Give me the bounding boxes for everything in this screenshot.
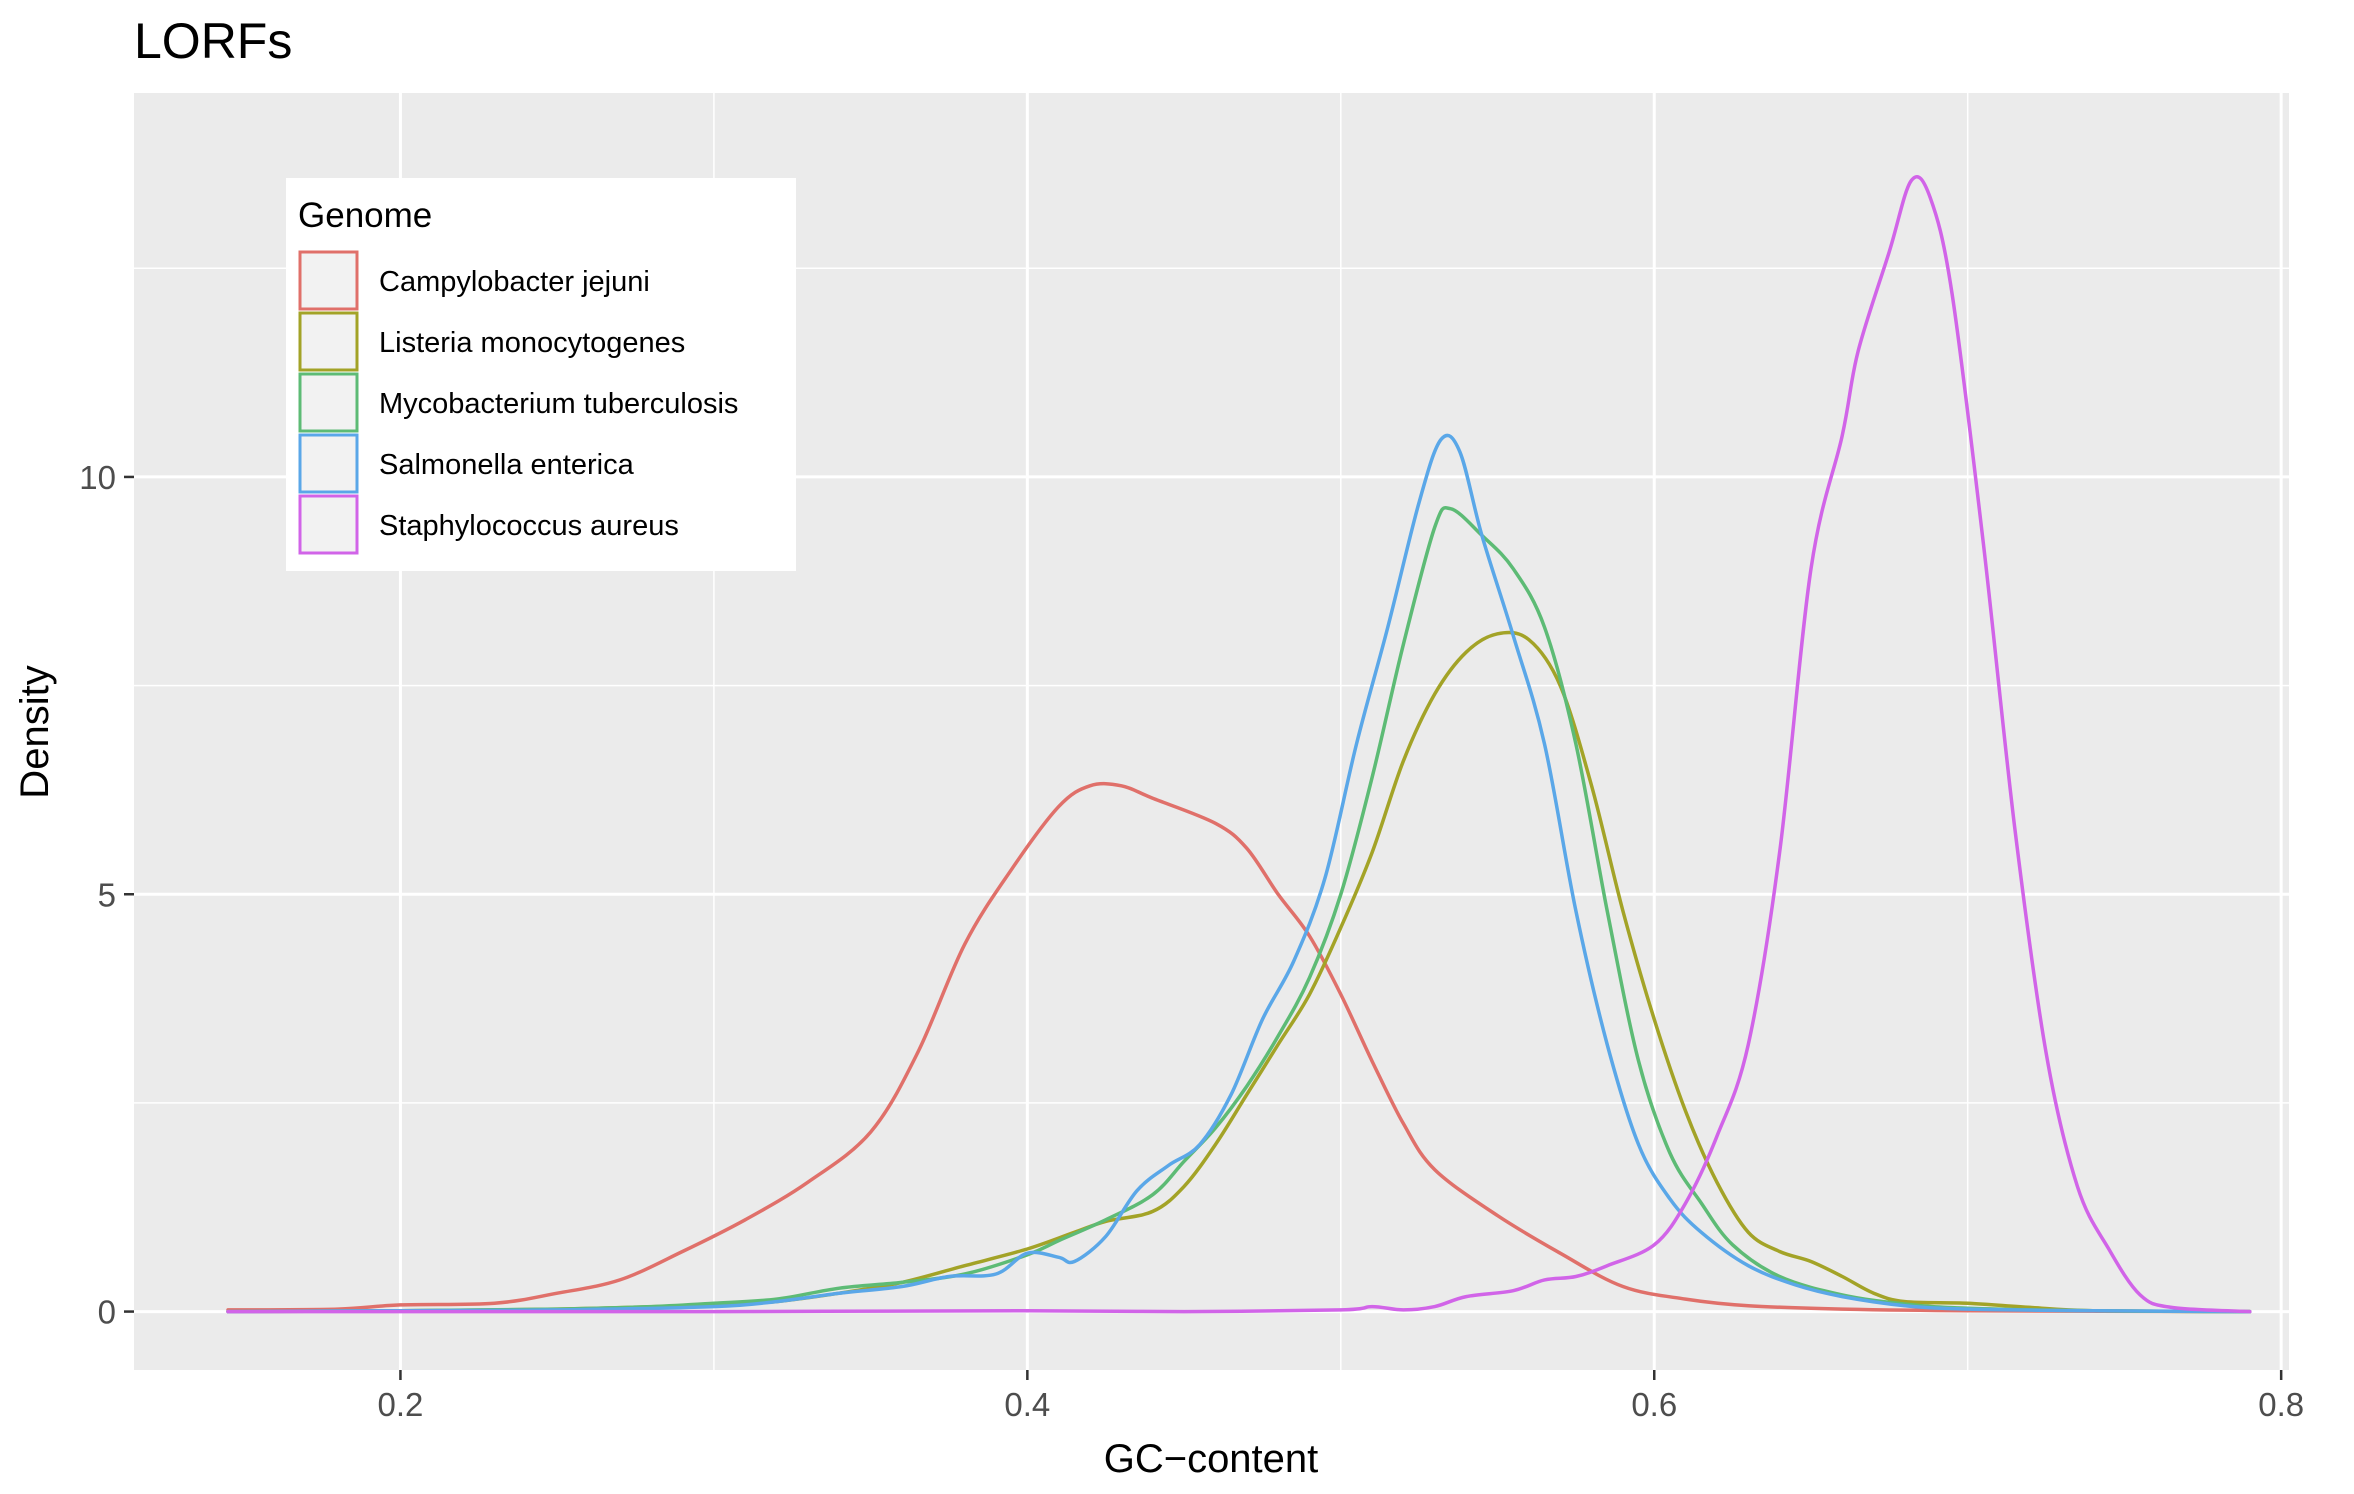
x-axis-title: GC−content (1104, 1437, 1319, 1481)
chart-title: LORFs (134, 13, 292, 69)
legend-background (286, 178, 796, 571)
legend-label-mycobacterium-tuberculosis: Mycobacterium tuberculosis (379, 388, 738, 420)
legend: Genome Campylobacter jejuni Listeria mono… (286, 178, 796, 571)
legend-key-mycobacterium-tuberculosis (298, 372, 359, 433)
series-line-mycobacterium-tuberculosis (226, 506, 2252, 1314)
legend-label-listeria-monocytogenes: Listeria monocytogenes (379, 327, 685, 359)
y-axis: 0 5 10 (79, 459, 134, 1331)
series-line-staphylococcus-aureus (226, 175, 2252, 1314)
legend-title: Genome (298, 196, 432, 235)
legend-key-campylobacter-jejuni (298, 250, 359, 311)
series-line-campylobacter-jejuni (226, 781, 2252, 1314)
x-tick-label-0: 0.2 (377, 1386, 423, 1423)
legend-key-listeria-monocytogenes (298, 311, 359, 372)
legend-label-salmonella-enterica: Salmonella enterica (379, 449, 635, 481)
x-tick-label-1: 0.4 (1004, 1386, 1050, 1423)
x-tick-label-2: 0.6 (1631, 1386, 1677, 1423)
legend-items: Campylobacter jejuni Listeria monocytogen… (298, 250, 738, 555)
y-axis-title: Density (13, 665, 57, 798)
x-axis: 0.2 0.4 0.6 0.8 (377, 1370, 2304, 1423)
legend-key-staphylococcus-aureus (298, 494, 359, 555)
series-line-salmonella-enterica (226, 433, 2252, 1314)
series-layer (226, 175, 2252, 1314)
y-tick-label-2: 10 (79, 459, 116, 496)
y-tick-label-1: 5 (98, 876, 116, 913)
legend-label-campylobacter-jejuni: Campylobacter jejuni (379, 266, 650, 298)
y-tick-label-0: 0 (98, 1294, 116, 1331)
legend-key-salmonella-enterica (298, 433, 359, 494)
series-line-listeria-monocytogenes (226, 630, 2252, 1314)
legend-label-staphylococcus-aureus: Staphylococcus aureus (379, 510, 679, 542)
x-tick-label-3: 0.8 (2258, 1386, 2304, 1423)
